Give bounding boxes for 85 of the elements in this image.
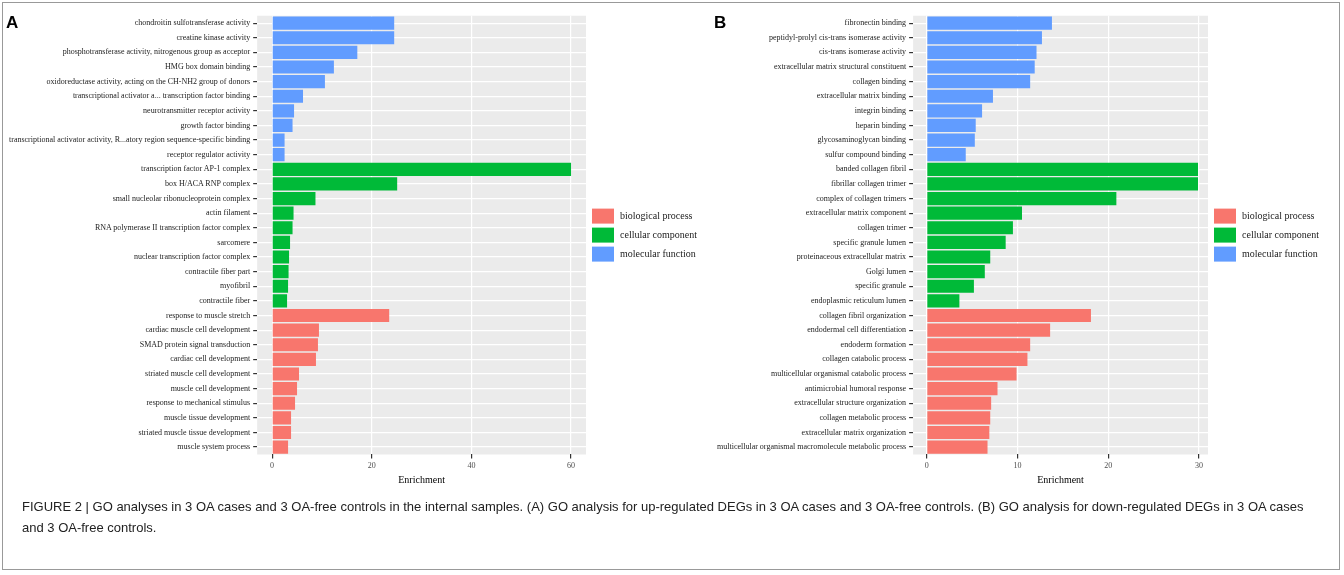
- bar: [272, 425, 292, 440]
- y-tick-label: transcriptional activator a... transcription factor binding: [72, 91, 251, 101]
- y-tick-label: oxidoreductase activity, acting on the CH-NH2 group of donors: [46, 76, 251, 86]
- y-tick-label: banded collagen fibril: [835, 164, 907, 174]
- y-tick-label: proteinaceous extracellular matrix: [796, 252, 907, 262]
- bar: [927, 308, 1091, 323]
- y-tick-label: specific granule: [855, 281, 907, 291]
- y-tick-label: muscle cell development: [170, 383, 251, 393]
- caption: FIGURE 2 | GO analyses in 3 OA cases and 3 OA-free controls in the internal samples. (A) GO analysis for up-regulated DEGs in 3 OA cases and 3 OA-free controls. (B) GO analysis for down-regulated DEGs in 3 OA cases and 3 OA-free controls.: [22, 498, 1305, 537]
- x-tick-label: 10: [1013, 461, 1022, 471]
- y-tick-label: SMAD protein signal transduction: [139, 339, 251, 349]
- y-tick-label: contractile fiber: [199, 295, 251, 305]
- y-tick-label: collagen fibril organization: [819, 310, 907, 320]
- y-tick-label: antimicrobial humoral response: [804, 383, 907, 393]
- y-tick-label: small nucleolar ribonucleoprotein complex: [112, 193, 251, 203]
- y-tick-label: endoplasmic reticulum lumen: [811, 295, 907, 305]
- y-tick-label: endodermal cell differentiation: [807, 325, 907, 335]
- text: B: [714, 13, 727, 33]
- x-tick-label: 60: [567, 461, 576, 471]
- y-tick-label: collagen trimer: [857, 222, 907, 232]
- y-tick-label: contractile fiber part: [184, 266, 251, 276]
- y-tick-label: striated muscle tissue development: [138, 427, 251, 437]
- y-tick-label: extracellular matrix structural constituent: [773, 62, 907, 72]
- x-axis-title: Enrichment: [1037, 473, 1085, 485]
- y-tick-label: cis-trans isomerase activity: [819, 47, 907, 57]
- y-tick-label: endoderm formation: [840, 339, 907, 349]
- bar: [927, 425, 990, 440]
- x-tick-label: 40: [467, 461, 476, 471]
- y-tick-label: collagen catabolic process: [822, 354, 907, 364]
- y-tick-label: response to muscle stretch: [165, 310, 251, 320]
- y-tick-label: integrin binding: [854, 105, 907, 115]
- y-tick-label: collagen metabolic process: [819, 412, 907, 422]
- y-tick-label: extracellular structure organization: [794, 398, 907, 408]
- y-tick-label: collagen binding: [852, 76, 907, 86]
- x-axis-title: Enrichment: [398, 473, 446, 485]
- y-tick-label: transcriptional activator activity, R...atory region sequence-specific binding: [8, 135, 251, 145]
- bar: [272, 308, 390, 323]
- y-tick-label: striated muscle cell development: [145, 369, 251, 379]
- y-tick-label: phosphotransferase activity, nitrogenous group as acceptor: [62, 47, 251, 57]
- x-tick-label: 0: [270, 461, 275, 471]
- y-tick-label: specific granule lumen: [833, 237, 907, 247]
- y-tick-label: glycosaminoglycan binding: [817, 135, 907, 145]
- y-tick-label: myofibril: [219, 281, 251, 291]
- y-tick-label: actin filament: [205, 208, 251, 218]
- y-tick-label: cardiac cell development: [170, 354, 251, 364]
- y-tick-label: neurotransmitter receptor activity: [143, 105, 251, 115]
- x-tick-label: 0: [924, 461, 929, 471]
- y-tick-label: heparin binding: [855, 120, 907, 130]
- y-tick-label: creatine kinase activity: [176, 32, 251, 42]
- x-tick-label: 20: [1104, 461, 1113, 471]
- legend-label: cellular component: [1242, 229, 1320, 241]
- y-tick-label: sarcomere: [217, 237, 251, 247]
- legend-label: biological process: [620, 210, 693, 222]
- y-tick-label: chondroitin sulfotransferase activity: [134, 18, 251, 28]
- y-tick-label: multicellular organismal macromolecule metabolic process: [717, 442, 907, 452]
- y-tick-label: response to mechanical stimulus: [146, 398, 251, 408]
- y-tick-label: extracellular matrix binding: [816, 91, 907, 101]
- y-tick-label: growth factor binding: [180, 120, 251, 130]
- y-tick-label: RNA polymerase II transcription factor complex: [94, 222, 251, 232]
- y-tick-label: transcription factor AP-1 complex: [141, 164, 251, 174]
- bar: [927, 440, 988, 454]
- y-tick-label: nuclear transcription factor complex: [134, 252, 251, 262]
- y-tick-label: fibrillar collagen trimer: [831, 179, 907, 189]
- y-tick-label: muscle tissue development: [163, 412, 251, 422]
- y-tick-label: HMG box domain binding: [165, 62, 251, 72]
- y-tick-label: extracellular matrix component: [805, 208, 907, 218]
- y-tick-label: muscle system process: [177, 442, 251, 452]
- x-tick-label: 20: [367, 461, 376, 471]
- x-tick-label: 30: [1194, 461, 1203, 471]
- legend-label: molecular function: [620, 248, 696, 260]
- bar: [272, 440, 289, 454]
- y-tick-label: sulfur compound binding: [825, 149, 907, 159]
- legend-label: biological process: [1242, 210, 1315, 222]
- y-tick-label: peptidyl-prolyl cis-trans isomerase activity: [769, 32, 907, 42]
- text: A: [6, 13, 19, 33]
- legend-label: cellular component: [620, 229, 698, 241]
- y-tick-label: cardiac muscle cell development: [145, 325, 251, 335]
- y-tick-label: extracellular matrix organization: [801, 427, 907, 437]
- legend-label: molecular function: [1242, 248, 1318, 260]
- y-tick-label: multicellular organismal catabolic process: [770, 369, 907, 379]
- y-tick-label: Golgi lumen: [865, 266, 907, 276]
- y-tick-label: box H/ACA RNP complex: [164, 179, 251, 189]
- y-tick-label: complex of collagen trimers: [816, 193, 907, 203]
- y-tick-label: fibronectin binding: [844, 18, 907, 28]
- y-tick-label: receptor regulator activity: [167, 149, 251, 159]
